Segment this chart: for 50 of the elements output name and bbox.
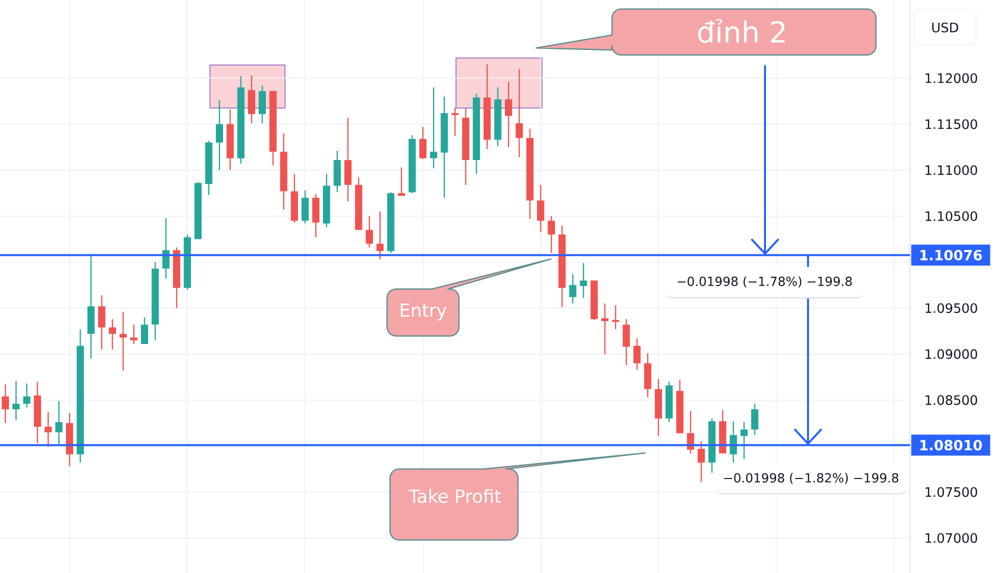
candlestick <box>601 302 608 355</box>
annotation: đỉnh 2 <box>698 19 785 43</box>
y-tick-label: 1.07000 <box>926 533 978 543</box>
candlestick <box>740 422 748 460</box>
candlestick <box>2 384 9 424</box>
candlestick <box>569 273 576 304</box>
ref-line-label: 1.08010 <box>920 440 982 450</box>
y-tick-label: 1.09000 <box>926 349 978 360</box>
candlestick <box>698 440 705 483</box>
candlestick <box>248 74 256 124</box>
candlestick <box>258 84 266 124</box>
candlestick <box>108 318 116 350</box>
candlestick <box>44 411 52 448</box>
y-tick-label: 1.11000 <box>926 165 978 176</box>
candlestick <box>216 100 224 171</box>
annotation: Entry <box>400 304 446 320</box>
candlestick <box>419 126 426 160</box>
candlestick <box>398 166 406 196</box>
candlestick <box>302 190 309 224</box>
candlestick <box>504 81 512 148</box>
candlestick <box>751 403 758 436</box>
candlestick <box>612 304 620 330</box>
candlestick <box>120 311 127 372</box>
y-tick-label: 1.10500 <box>926 211 978 222</box>
y-tick-label: 1.07500 <box>926 487 978 497</box>
candlestick <box>55 400 62 445</box>
candlestick <box>98 294 106 350</box>
candlestick <box>622 318 630 366</box>
y-tick-label: 1.09500 <box>926 303 978 314</box>
y-tick-label: 1.12000 <box>926 73 978 84</box>
candlestick <box>430 86 438 169</box>
candlestick <box>516 68 523 158</box>
candlestick <box>537 184 544 232</box>
candlestick <box>451 107 459 137</box>
candlestick <box>633 338 641 370</box>
y-axis-title: USD <box>932 22 958 32</box>
candlestick <box>548 216 555 254</box>
ref-line-label: 1.10076 <box>920 250 982 260</box>
y-tick-label: 1.11500 <box>926 119 978 130</box>
candlestick <box>23 382 30 408</box>
candlestick <box>12 380 20 421</box>
annotation: Take Profit <box>408 489 501 503</box>
annotation: −0.01998 (−1.82%) −199.8 <box>724 472 898 484</box>
candlestick <box>376 210 384 260</box>
y-tick-label: 1.08500 <box>926 395 978 406</box>
candlestick <box>580 262 588 299</box>
candlestick <box>366 216 373 248</box>
candlestick <box>130 324 138 345</box>
candlestick <box>140 316 148 345</box>
annotation: −0.01998 (−1.78%) −199.8 <box>678 276 852 288</box>
